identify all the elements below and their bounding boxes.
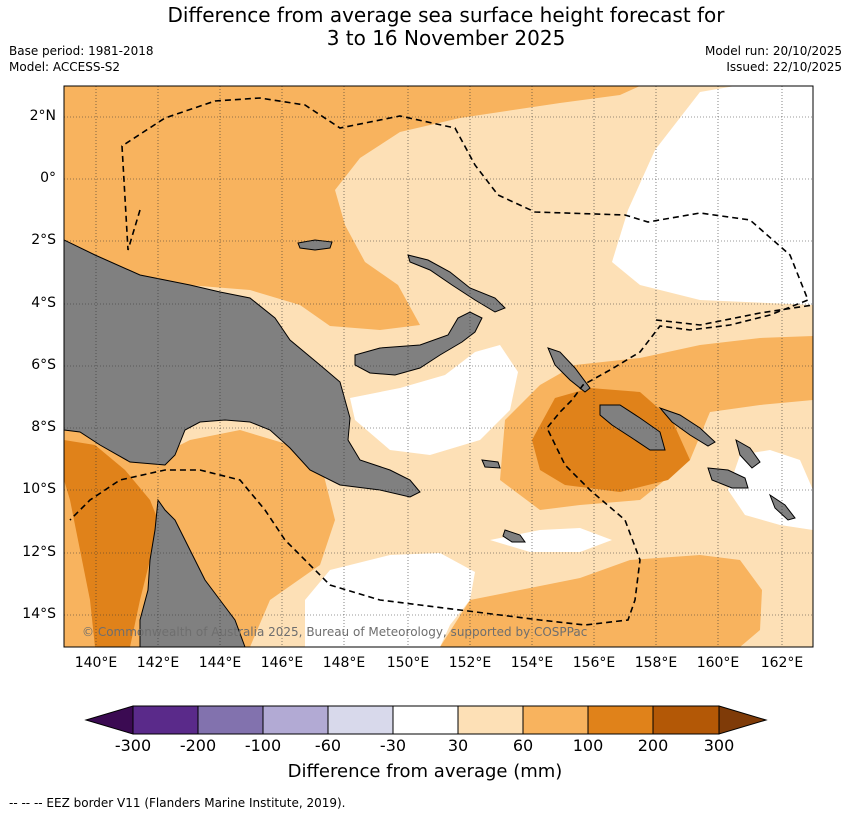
anomaly-low-area-south <box>490 528 612 552</box>
anomaly-low-area-northeast <box>612 86 813 305</box>
lon-label: 140°E <box>74 655 118 671</box>
louisiade-island <box>502 529 526 543</box>
colorbar-segment <box>328 706 393 734</box>
malaita-island <box>658 406 716 447</box>
model-name: Model: ACCESS-S2 <box>9 60 121 74</box>
anomaly-100-200-area-gulf <box>64 440 158 647</box>
eez-footnote: -- -- -- EEZ border V11 (Flanders Marine… <box>9 796 346 810</box>
base-period: Base period: 1981-2018 <box>9 44 154 58</box>
new-guinea-landmass <box>64 239 421 498</box>
bougainville-island <box>547 347 591 393</box>
lon-label: 144°E <box>198 655 242 671</box>
colorbar-tick-label: 300 <box>703 736 735 755</box>
colorbar-tick-label: -200 <box>179 736 217 755</box>
colorbar-tick-label: 100 <box>572 736 604 755</box>
anomaly-100-200-area-east <box>532 388 690 492</box>
colorbar-extend-high <box>718 705 768 735</box>
lat-label: 4°S <box>31 295 56 311</box>
model-run: Model run: 20/10/2025 <box>704 44 842 58</box>
colorbar-segment <box>393 706 458 734</box>
colorbar-tick-label: 30 <box>447 736 469 755</box>
colorbar-tick-label: -300 <box>114 736 152 755</box>
colorbar-tick-label: 60 <box>512 736 534 755</box>
lon-label: 162°E <box>760 655 804 671</box>
graticule <box>64 86 813 647</box>
meta-right: Model run: 20/10/2025 Issued: 22/10/2025 <box>705 43 842 75</box>
anomaly-low-area-southeast <box>728 450 813 530</box>
anomaly-60-100-area-north <box>64 86 640 330</box>
eez-border-east <box>655 304 813 326</box>
cape-york-peninsula <box>139 498 246 647</box>
lon-label: 160°E <box>696 655 740 671</box>
colorbar-segment <box>198 706 263 734</box>
lat-label: 0° <box>40 170 56 186</box>
colorbar-segment <box>523 706 588 734</box>
chart-title: Difference from average sea surface heig… <box>0 4 850 50</box>
colorbar-tick-label: -100 <box>244 736 282 755</box>
lon-label: 158°E <box>634 655 678 671</box>
eez-border <box>69 97 810 626</box>
new-britain-island <box>354 311 483 376</box>
copyright-notice: © Commonwealth of Australia 2025, Bureau… <box>82 625 588 639</box>
title-line-1: Difference from average sea surface heig… <box>167 3 725 27</box>
issued-date: Issued: 22/10/2025 <box>726 60 842 74</box>
lat-label: 2°N <box>29 108 56 124</box>
colorbar-title: Difference from average (mm) <box>287 761 563 782</box>
lon-label: 154°E <box>510 655 554 671</box>
guadalcanal-island <box>599 404 666 451</box>
lon-label: 142°E <box>136 655 180 671</box>
vanuatu-island-c <box>768 493 796 521</box>
lat-label: 14°S <box>22 606 56 622</box>
colorbar-tick-label: -60 <box>314 736 342 755</box>
new-ireland-island <box>407 254 506 313</box>
trobriand-island <box>481 459 501 469</box>
lat-label: 12°S <box>22 544 56 560</box>
colorbar-segment <box>653 706 719 734</box>
lon-label: 148°E <box>322 655 366 671</box>
lat-label: 8°S <box>31 419 56 435</box>
colorbar-segment <box>263 706 328 734</box>
colorbar-extend-low <box>84 705 134 735</box>
vanuatu-island-b <box>735 438 761 469</box>
colorbar-segment <box>133 706 198 734</box>
lat-label: 2°S <box>31 232 56 248</box>
anomaly-60-100-area-south <box>440 555 762 647</box>
colorbar-segment <box>458 706 523 734</box>
anomaly-low-area-central <box>350 345 518 455</box>
manus-island <box>297 239 333 251</box>
lon-label: 150°E <box>386 655 430 671</box>
lat-label: 6°S <box>31 357 56 373</box>
colorbar-outline <box>132 705 720 735</box>
colorbar-segment <box>588 706 653 734</box>
colorbar-tick-label: -30 <box>379 736 407 755</box>
map-frame <box>63 85 814 648</box>
lon-label: 152°E <box>448 655 492 671</box>
title-line-2: 3 to 16 November 2025 <box>326 26 566 50</box>
lon-label: 146°E <box>260 655 304 671</box>
colorbar-tick-label: 200 <box>637 736 669 755</box>
lat-label: 10°S <box>22 481 56 497</box>
map-field <box>64 86 813 647</box>
meta-left: Base period: 1981-2018 Model: ACCESS-S2 <box>9 43 154 75</box>
anomaly-low-area-southwest <box>305 553 475 647</box>
lon-label: 156°E <box>572 655 616 671</box>
